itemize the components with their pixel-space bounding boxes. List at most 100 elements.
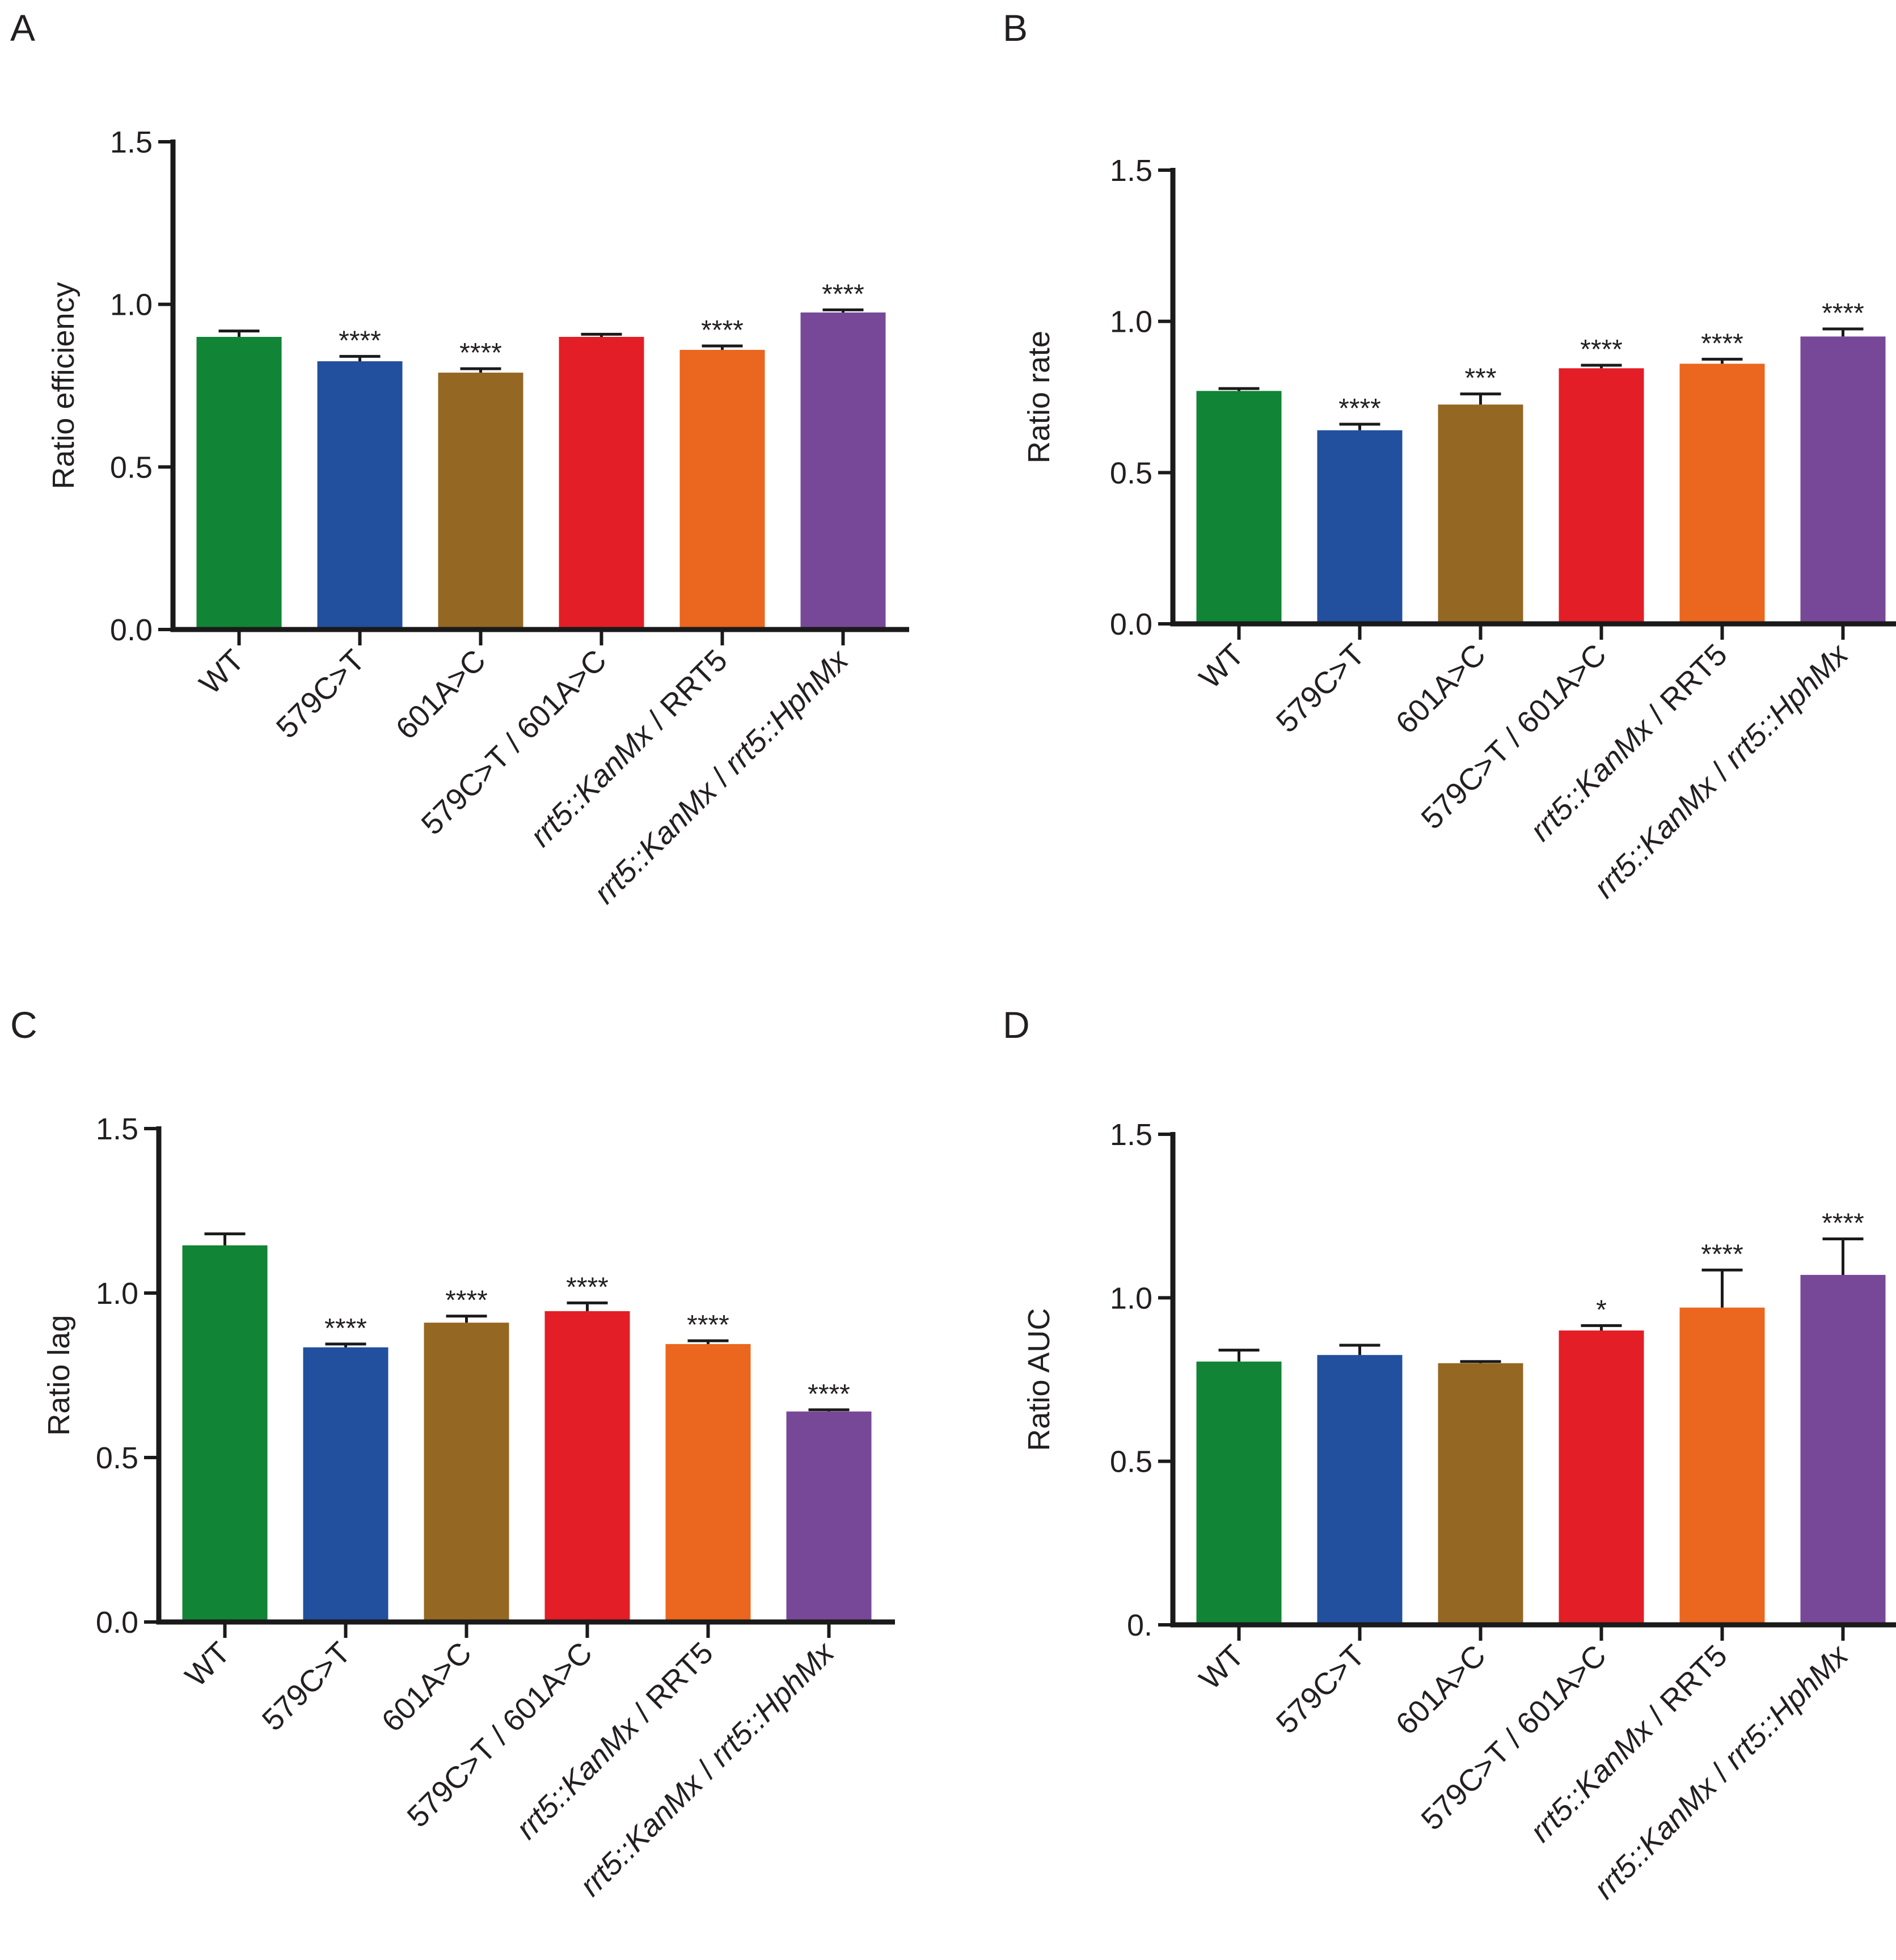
significance-label-6: **** bbox=[1822, 1209, 1864, 1239]
x-category-label-2: 579C>T bbox=[256, 1636, 357, 1737]
significance-label-3: *** bbox=[1464, 364, 1496, 394]
x-category-label-3: 601A>C bbox=[1390, 1638, 1492, 1741]
x-category-label-part: 601A>C bbox=[1390, 637, 1492, 740]
significance-label-2: **** bbox=[324, 1313, 367, 1344]
significance-label-6: **** bbox=[808, 1379, 850, 1409]
significance-label-4: * bbox=[1596, 1295, 1607, 1325]
significance-label-6: **** bbox=[822, 279, 864, 309]
x-category-label-part: 601A>C bbox=[375, 1636, 478, 1738]
x-category-label-5: rrt5::KanMx / RRT5 bbox=[509, 1636, 720, 1846]
bar-3 bbox=[438, 373, 523, 630]
significance-label-5: **** bbox=[1701, 328, 1743, 358]
x-category-label-part: rrt5::KanMx bbox=[1523, 1712, 1660, 1848]
x-category-label-part: / RRT5 bbox=[1636, 1638, 1734, 1737]
y-axis-label: Ratio AUC bbox=[1022, 1308, 1056, 1451]
x-category-label-1: WT bbox=[1193, 637, 1251, 695]
panel-c: C **** **** **** **** **** 0.0 0.5 1.0 1.5 Ratio … bbox=[10, 1004, 895, 1903]
x-category-label-2: 579C>T bbox=[270, 643, 371, 745]
x-category-label-part: rrt5::KanMx bbox=[573, 1766, 710, 1903]
x-category-label-part: / RRT5 bbox=[1636, 637, 1734, 736]
y-axis-label: Ratio efficiency bbox=[47, 282, 81, 489]
x-category-label-part: / RRT5 bbox=[636, 643, 734, 741]
bar-3 bbox=[1438, 404, 1523, 624]
x-category-label-5: rrt5::KanMx / RRT5 bbox=[1523, 637, 1734, 848]
x-category-label-part: 579C>T bbox=[256, 1636, 357, 1737]
panel-letter-d: D bbox=[1003, 1004, 1030, 1046]
panel-letter-c: C bbox=[10, 1004, 37, 1046]
x-category-label-part: rrt5::KanMx bbox=[1587, 768, 1724, 905]
y-tick-label-0: 0.0 bbox=[110, 613, 153, 647]
x-category-label-part: rrt5::HphMx bbox=[1717, 637, 1855, 775]
bar-5 bbox=[1679, 1307, 1765, 1625]
significance-label-5: **** bbox=[701, 315, 744, 345]
x-category-label-2: 579C>T bbox=[1270, 1638, 1371, 1740]
bar-4 bbox=[1559, 368, 1644, 624]
x-category-label-part: WT bbox=[1193, 1638, 1251, 1696]
x-category-label-3: 601A>C bbox=[390, 643, 492, 746]
y-axis-label: Ratio rate bbox=[1022, 331, 1056, 463]
x-category-label-1: WT bbox=[193, 643, 251, 701]
bar-2 bbox=[1317, 1355, 1403, 1625]
bar-6 bbox=[1800, 1274, 1886, 1625]
x-category-label-part: WT bbox=[193, 643, 251, 701]
bar-1 bbox=[182, 1245, 268, 1622]
y-axis-label: Ratio lag bbox=[42, 1315, 76, 1435]
bar-4 bbox=[559, 337, 644, 630]
y-tick-label-1: 0.5 bbox=[1110, 456, 1152, 490]
x-category-label-part: 601A>C bbox=[1390, 1638, 1492, 1741]
bar-5 bbox=[679, 349, 765, 630]
x-category-label-6: rrt5::KanMx / rrt5::HphMx bbox=[1587, 637, 1855, 905]
x-category-label-1: WT bbox=[179, 1636, 237, 1693]
y-tick-label-0: 0. bbox=[1127, 1608, 1152, 1642]
y-tick-label-0: 0.0 bbox=[96, 1606, 138, 1640]
significance-label-3: **** bbox=[459, 338, 502, 368]
y-tick-label-0: 0.0 bbox=[1110, 607, 1152, 641]
x-category-label-part: rrt5::HphMx bbox=[703, 1635, 841, 1773]
bar-1 bbox=[1196, 391, 1282, 624]
bar-5 bbox=[665, 1344, 751, 1622]
x-category-label-part: rrt5::KanMx bbox=[1523, 711, 1660, 847]
panel-letter-a: A bbox=[10, 7, 35, 49]
significance-label-2: **** bbox=[339, 326, 381, 356]
x-category-label-3: 601A>C bbox=[375, 1636, 478, 1738]
x-category-label-6: rrt5::KanMx / rrt5::HphMx bbox=[1587, 1638, 1855, 1906]
x-category-label-6: rrt5::KanMx / rrt5::HphMx bbox=[573, 1635, 841, 1903]
y-tick-label-1: 0.5 bbox=[110, 450, 153, 484]
x-category-label-part: rrt5::KanMx bbox=[1587, 1769, 1724, 1906]
y-tick-label-3: 1.5 bbox=[110, 125, 153, 159]
x-category-label-part: rrt5::HphMx bbox=[1717, 1638, 1855, 1776]
y-tick-label-2: 1.0 bbox=[110, 288, 153, 322]
x-category-label-6: rrt5::KanMx / rrt5::HphMx bbox=[588, 643, 855, 910]
bar-1 bbox=[1196, 1361, 1282, 1625]
x-category-label-1: WT bbox=[1193, 1638, 1251, 1696]
x-category-label-part: rrt5::KanMx bbox=[588, 774, 724, 910]
bar-6 bbox=[1800, 336, 1886, 624]
y-tick-label-1: 0.5 bbox=[1110, 1445, 1152, 1479]
x-category-label-5: rrt5::KanMx / RRT5 bbox=[523, 643, 734, 854]
bar-6 bbox=[800, 312, 886, 630]
y-tick-label-1: 0.5 bbox=[96, 1441, 138, 1475]
bar-3 bbox=[424, 1323, 509, 1622]
bar-2 bbox=[317, 361, 403, 630]
y-tick-label-3: 1.5 bbox=[1110, 154, 1152, 188]
x-category-label-part: WT bbox=[1193, 637, 1251, 695]
x-category-label-part: rrt5::KanMx bbox=[509, 1709, 646, 1845]
x-category-label-part: rrt5::KanMx bbox=[523, 716, 660, 853]
y-tick-label-2: 1.0 bbox=[1110, 305, 1152, 339]
significance-label-6: **** bbox=[1822, 298, 1864, 328]
y-tick-label-3: 1.5 bbox=[1110, 1118, 1152, 1152]
significance-label-4: **** bbox=[566, 1272, 609, 1302]
y-tick-label-2: 1.0 bbox=[1110, 1281, 1152, 1315]
bar-4 bbox=[544, 1311, 630, 1622]
significance-label-4: **** bbox=[1580, 335, 1623, 365]
bar-5 bbox=[1679, 364, 1765, 624]
x-category-label-part: 579C>T bbox=[1270, 1638, 1371, 1740]
x-category-label-part: WT bbox=[179, 1636, 237, 1693]
bar-6 bbox=[786, 1411, 872, 1622]
x-category-label-part: rrt5::HphMx bbox=[717, 643, 855, 780]
x-category-label-3: 601A>C bbox=[1390, 637, 1492, 740]
x-category-label-part: 579C>T bbox=[270, 643, 371, 745]
significance-label-2: **** bbox=[1338, 394, 1381, 424]
